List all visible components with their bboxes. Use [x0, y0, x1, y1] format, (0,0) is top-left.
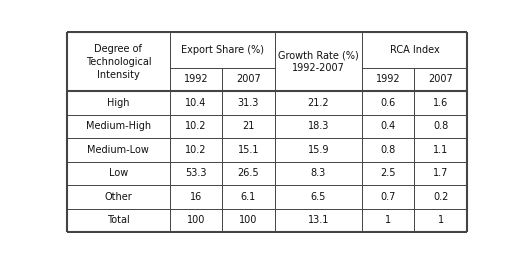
Text: 2.5: 2.5: [380, 168, 396, 178]
Text: 18.3: 18.3: [307, 121, 329, 132]
Text: 1: 1: [438, 215, 444, 225]
Text: RCA Index: RCA Index: [390, 45, 439, 55]
Text: 0.8: 0.8: [380, 145, 396, 155]
Text: 0.7: 0.7: [380, 192, 396, 202]
Text: 100: 100: [187, 215, 205, 225]
Text: 6.5: 6.5: [311, 192, 326, 202]
Text: 100: 100: [239, 215, 257, 225]
Text: 1.7: 1.7: [433, 168, 449, 178]
Text: Total: Total: [107, 215, 130, 225]
Text: 31.3: 31.3: [238, 98, 259, 108]
Text: Other: Other: [105, 192, 132, 202]
Text: Medium-High: Medium-High: [86, 121, 151, 132]
Text: Medium-Low: Medium-Low: [88, 145, 150, 155]
Text: 26.5: 26.5: [238, 168, 259, 178]
Text: 15.9: 15.9: [307, 145, 329, 155]
Text: Degree of
Technological
Intensity: Degree of Technological Intensity: [85, 43, 151, 80]
Text: 8.3: 8.3: [311, 168, 326, 178]
Text: 16: 16: [190, 192, 202, 202]
Text: 10.2: 10.2: [185, 145, 206, 155]
Text: 0.2: 0.2: [433, 192, 449, 202]
Text: 6.1: 6.1: [241, 192, 256, 202]
Text: 0.6: 0.6: [380, 98, 396, 108]
Text: 13.1: 13.1: [307, 215, 329, 225]
Text: Low: Low: [109, 168, 128, 178]
Text: 21: 21: [242, 121, 254, 132]
Text: Growth Rate (%)
1992-2007: Growth Rate (%) 1992-2007: [278, 50, 358, 73]
Text: 0.8: 0.8: [433, 121, 448, 132]
Text: 2007: 2007: [428, 74, 453, 84]
Text: 15.1: 15.1: [238, 145, 259, 155]
Text: 0.4: 0.4: [380, 121, 396, 132]
Text: 21.2: 21.2: [307, 98, 329, 108]
Text: 1: 1: [385, 215, 391, 225]
Text: 1.6: 1.6: [433, 98, 448, 108]
Text: 53.3: 53.3: [185, 168, 206, 178]
Text: 1.1: 1.1: [433, 145, 448, 155]
Text: 2007: 2007: [236, 74, 260, 84]
Text: 10.2: 10.2: [185, 121, 206, 132]
Text: 1992: 1992: [183, 74, 208, 84]
Text: 1992: 1992: [376, 74, 401, 84]
Text: 10.4: 10.4: [185, 98, 206, 108]
Text: Export Share (%): Export Share (%): [181, 45, 264, 55]
Text: High: High: [107, 98, 130, 108]
